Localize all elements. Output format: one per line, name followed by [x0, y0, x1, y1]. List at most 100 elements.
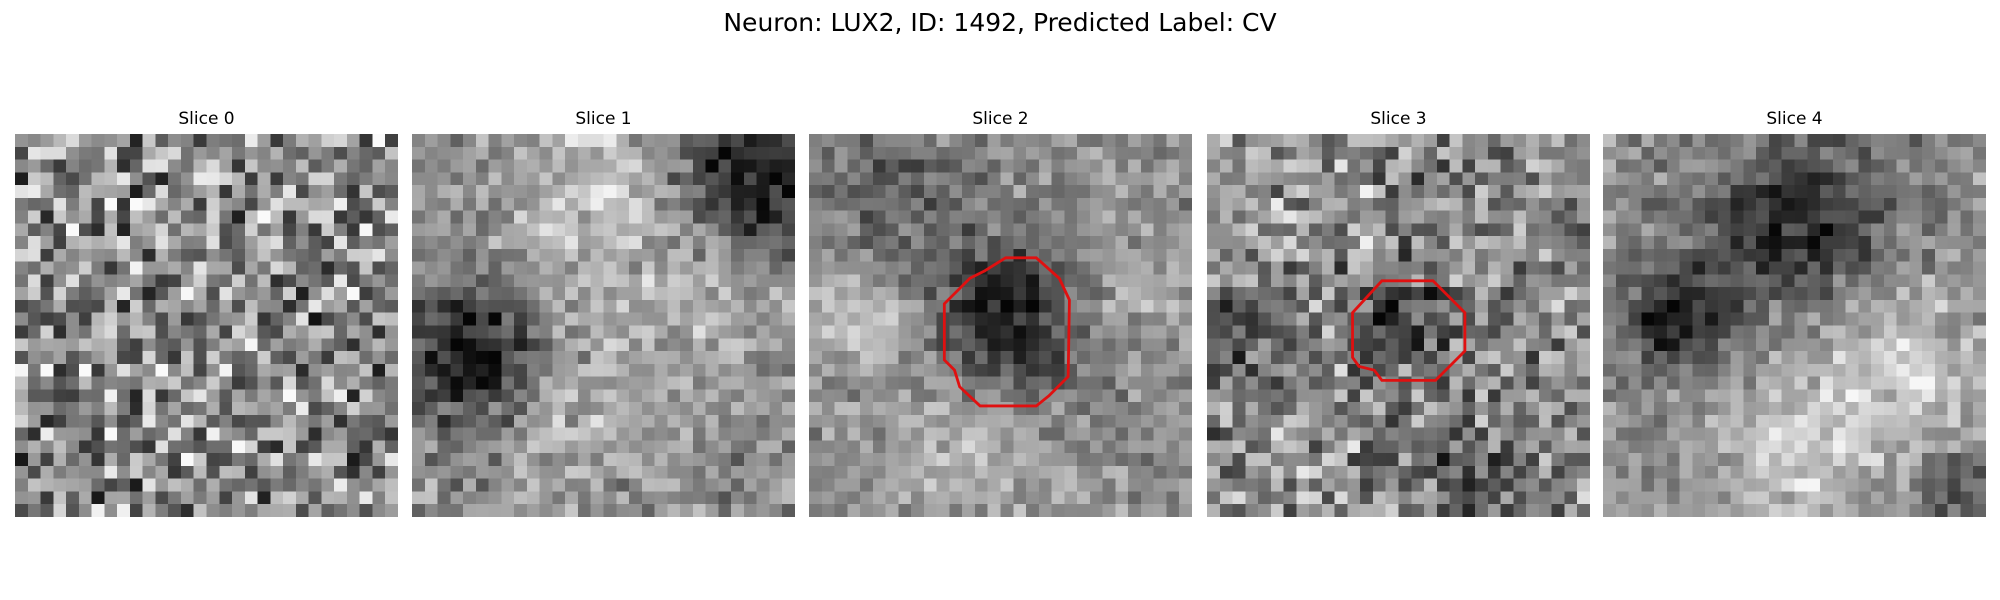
pixel — [1743, 465, 1757, 479]
pixel — [629, 236, 642, 249]
pixel — [1372, 338, 1386, 352]
pixel — [129, 363, 143, 377]
pixel — [283, 236, 296, 249]
pixel — [463, 185, 476, 198]
pixel — [53, 197, 67, 211]
pixel — [782, 210, 795, 224]
pixel — [1232, 185, 1246, 198]
pixel — [860, 389, 873, 403]
pixel — [168, 236, 181, 249]
pixel — [629, 274, 642, 288]
pixel — [1909, 440, 1923, 454]
pixel — [193, 363, 207, 377]
pixel — [1424, 465, 1437, 479]
pixel — [860, 478, 873, 492]
pixel — [1679, 261, 1693, 275]
pixel — [1487, 146, 1501, 160]
pixel — [1768, 236, 1782, 249]
pixel — [168, 134, 181, 147]
pixel — [743, 159, 757, 173]
pixel — [283, 402, 296, 415]
pixel — [424, 440, 438, 454]
pixel — [372, 351, 386, 364]
pixel — [756, 210, 770, 224]
pixel — [1871, 427, 1884, 441]
pixel — [488, 210, 502, 224]
pixel — [1679, 325, 1693, 339]
pixel — [577, 223, 591, 237]
pixel — [104, 453, 118, 466]
pixel — [923, 504, 937, 517]
pixel — [78, 338, 92, 352]
pixel — [1321, 299, 1335, 313]
pixel — [1973, 134, 1986, 147]
pixel — [641, 351, 655, 364]
pixel — [359, 287, 373, 300]
pixel — [718, 504, 732, 517]
pixel — [91, 287, 105, 300]
pixel — [577, 363, 591, 377]
pixel — [936, 478, 950, 492]
pixel — [1641, 261, 1655, 275]
pixel — [809, 491, 822, 505]
pixel — [962, 402, 975, 415]
pixel — [1871, 453, 1884, 466]
pixel — [1883, 427, 1897, 441]
pixel — [616, 146, 630, 160]
pixel — [654, 134, 668, 147]
pixel — [168, 274, 181, 288]
pixel — [1743, 427, 1757, 441]
pixel — [1794, 261, 1808, 275]
pixel — [1960, 478, 1974, 492]
pixel — [257, 376, 271, 390]
pixel — [257, 261, 271, 275]
pixel — [565, 287, 578, 300]
pixel — [923, 453, 937, 466]
pixel — [641, 159, 655, 173]
pixel — [847, 312, 861, 326]
pixel — [1603, 402, 1616, 415]
pixel — [27, 210, 41, 224]
pixel — [1500, 389, 1514, 403]
pixel — [1705, 146, 1718, 160]
pixel — [1500, 465, 1514, 479]
pixel — [1424, 504, 1437, 517]
pixel — [1666, 261, 1680, 275]
pixel — [1858, 453, 1872, 466]
pixel — [104, 299, 118, 313]
pixel — [193, 325, 207, 339]
pixel — [1807, 146, 1821, 160]
pixel — [1026, 185, 1039, 198]
pixel — [155, 351, 169, 364]
pixel — [1013, 351, 1027, 364]
pixel — [1245, 389, 1259, 403]
pixel — [885, 274, 899, 288]
pixel — [501, 312, 515, 326]
pixel — [949, 185, 963, 198]
pixel — [1475, 287, 1488, 300]
pixel — [1102, 363, 1116, 377]
pixel — [1487, 223, 1501, 237]
pixel — [782, 223, 795, 237]
pixel — [1462, 504, 1476, 517]
pixel — [1128, 159, 1141, 173]
pixel — [385, 134, 398, 147]
pixel — [1654, 491, 1667, 505]
pixel — [40, 389, 54, 403]
pixel — [1641, 491, 1655, 505]
pixel — [1115, 146, 1129, 160]
pixel — [1654, 402, 1667, 415]
pixel — [898, 351, 912, 364]
pixel — [488, 478, 502, 492]
pixel — [1487, 248, 1501, 262]
pixel — [437, 402, 451, 415]
pixel — [1309, 248, 1322, 262]
pixel — [1166, 389, 1180, 403]
pixel — [1166, 402, 1180, 415]
pixel — [1654, 223, 1667, 237]
pixel — [718, 172, 732, 186]
pixel — [1909, 389, 1923, 403]
pixel — [1960, 465, 1974, 479]
pixel — [295, 427, 309, 441]
pixel — [1717, 223, 1731, 237]
